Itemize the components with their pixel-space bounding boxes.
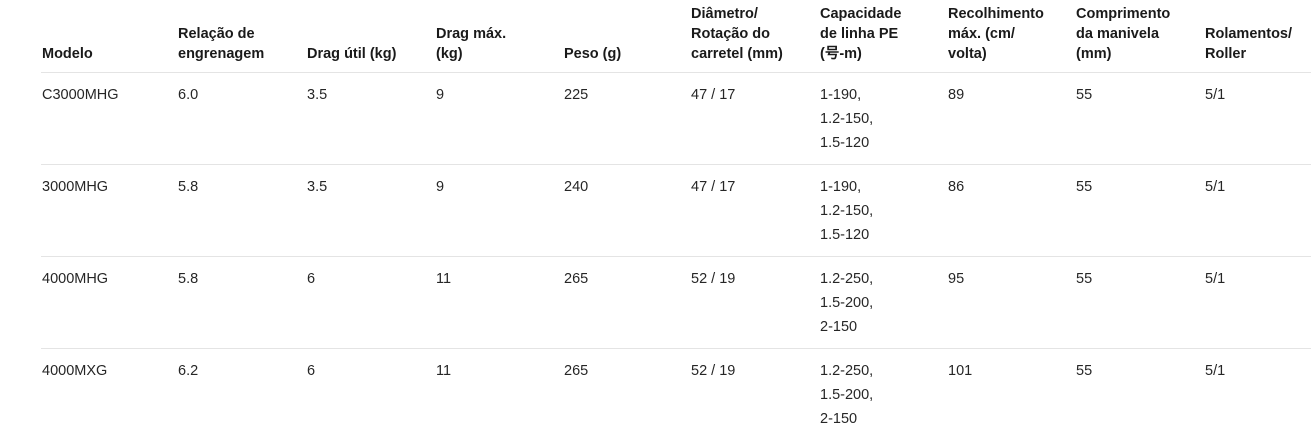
- cell-modelo: 4000MHG: [42, 271, 109, 287]
- cell-drag-max: 11: [436, 363, 452, 379]
- cell-modelo: 3000MHG: [42, 179, 109, 195]
- col-header-drag-max: Drag máx. (kg): [436, 26, 507, 62]
- cell-modelo: 4000MXG: [42, 363, 108, 379]
- cell-relacao-engrenagem: 5.8: [178, 271, 199, 287]
- cell-peso: 240: [564, 179, 589, 195]
- col-header-capacidade-linha-pe: Capacidade de linha PE (号-m): [820, 6, 902, 62]
- cell-drag-max: 11: [436, 271, 452, 287]
- cell-capacidade-linha-pe: 1-190, 1.2-150, 1.5-120: [820, 87, 874, 151]
- cell-comprimento-manivela: 55: [1076, 363, 1093, 379]
- cell-comprimento-manivela: 55: [1076, 87, 1093, 103]
- cell-relacao-engrenagem: 5.8: [178, 179, 199, 195]
- col-header-drag-util: Drag útil (kg): [307, 46, 397, 62]
- cell-recolhimento-max: 101: [948, 363, 973, 379]
- cell-rolamentos-roller: 5/1: [1205, 363, 1226, 379]
- cell-peso: 265: [564, 271, 589, 287]
- cell-recolhimento-max: 86: [948, 179, 965, 195]
- cell-capacidade-linha-pe: 1-190, 1.2-150, 1.5-120: [820, 179, 874, 243]
- cell-drag-max: 9: [436, 87, 445, 103]
- cell-modelo: C3000MHG: [42, 87, 119, 103]
- table-body: C3000MHG 6.0 3.5 9 225 47 / 17 1-190, 1.…: [41, 73, 1311, 441]
- table-row-4000mhg: 4000MHG 5.8 6 11 265 52 / 19 1.2-250, 1.…: [41, 257, 1311, 349]
- reel-spec-table: Modelo Relação de engrenagem Drag útil (…: [41, 0, 1311, 440]
- cell-drag-util: 6: [307, 363, 316, 379]
- cell-diametro-rotacao: 47 / 17: [691, 179, 736, 195]
- cell-peso: 225: [564, 87, 589, 103]
- table-row-3000mhg: 3000MHG 5.8 3.5 9 240 47 / 17 1-190, 1.2…: [41, 165, 1311, 257]
- cell-capacidade-linha-pe: 1.2-250, 1.5-200, 2-150: [820, 363, 874, 427]
- cell-drag-max: 9: [436, 179, 445, 195]
- col-header-diametro-rotacao: Diâmetro/ Rotação do carretel (mm): [691, 6, 783, 62]
- col-header-modelo: Modelo: [42, 46, 93, 62]
- cell-comprimento-manivela: 55: [1076, 179, 1093, 195]
- cell-diametro-rotacao: 52 / 19: [691, 271, 736, 287]
- table-row-c3000mhg: C3000MHG 6.0 3.5 9 225 47 / 17 1-190, 1.…: [41, 73, 1311, 165]
- cell-recolhimento-max: 89: [948, 87, 965, 103]
- cell-rolamentos-roller: 5/1: [1205, 179, 1226, 195]
- cell-capacidade-linha-pe: 1.2-250, 1.5-200, 2-150: [820, 271, 874, 335]
- header-row: Modelo Relação de engrenagem Drag útil (…: [41, 0, 1311, 73]
- cell-relacao-engrenagem: 6.0: [178, 87, 199, 103]
- cell-rolamentos-roller: 5/1: [1205, 271, 1226, 287]
- table-row-4000mxg: 4000MXG 6.2 6 11 265 52 / 19 1.2-250, 1.…: [41, 349, 1311, 441]
- cell-relacao-engrenagem: 6.2: [178, 363, 199, 379]
- col-header-relacao-engrenagem: Relação de engrenagem: [178, 26, 265, 62]
- cell-diametro-rotacao: 52 / 19: [691, 363, 736, 379]
- col-header-peso: Peso (g): [564, 46, 622, 62]
- col-header-comprimento-manivela: Comprimento da manivela (mm): [1076, 6, 1171, 62]
- cell-peso: 265: [564, 363, 589, 379]
- cell-drag-util: 3.5: [307, 87, 328, 103]
- cell-recolhimento-max: 95: [948, 271, 965, 287]
- table-header: Modelo Relação de engrenagem Drag útil (…: [41, 0, 1311, 73]
- cell-drag-util: 6: [307, 271, 316, 287]
- cell-drag-util: 3.5: [307, 179, 328, 195]
- cell-rolamentos-roller: 5/1: [1205, 87, 1226, 103]
- cell-comprimento-manivela: 55: [1076, 271, 1093, 287]
- cell-diametro-rotacao: 47 / 17: [691, 87, 736, 103]
- col-header-rolamentos-roller: Rolamentos/ Roller: [1205, 26, 1293, 62]
- col-header-recolhimento-max: Recolhimento máx. (cm/ volta): [948, 6, 1044, 62]
